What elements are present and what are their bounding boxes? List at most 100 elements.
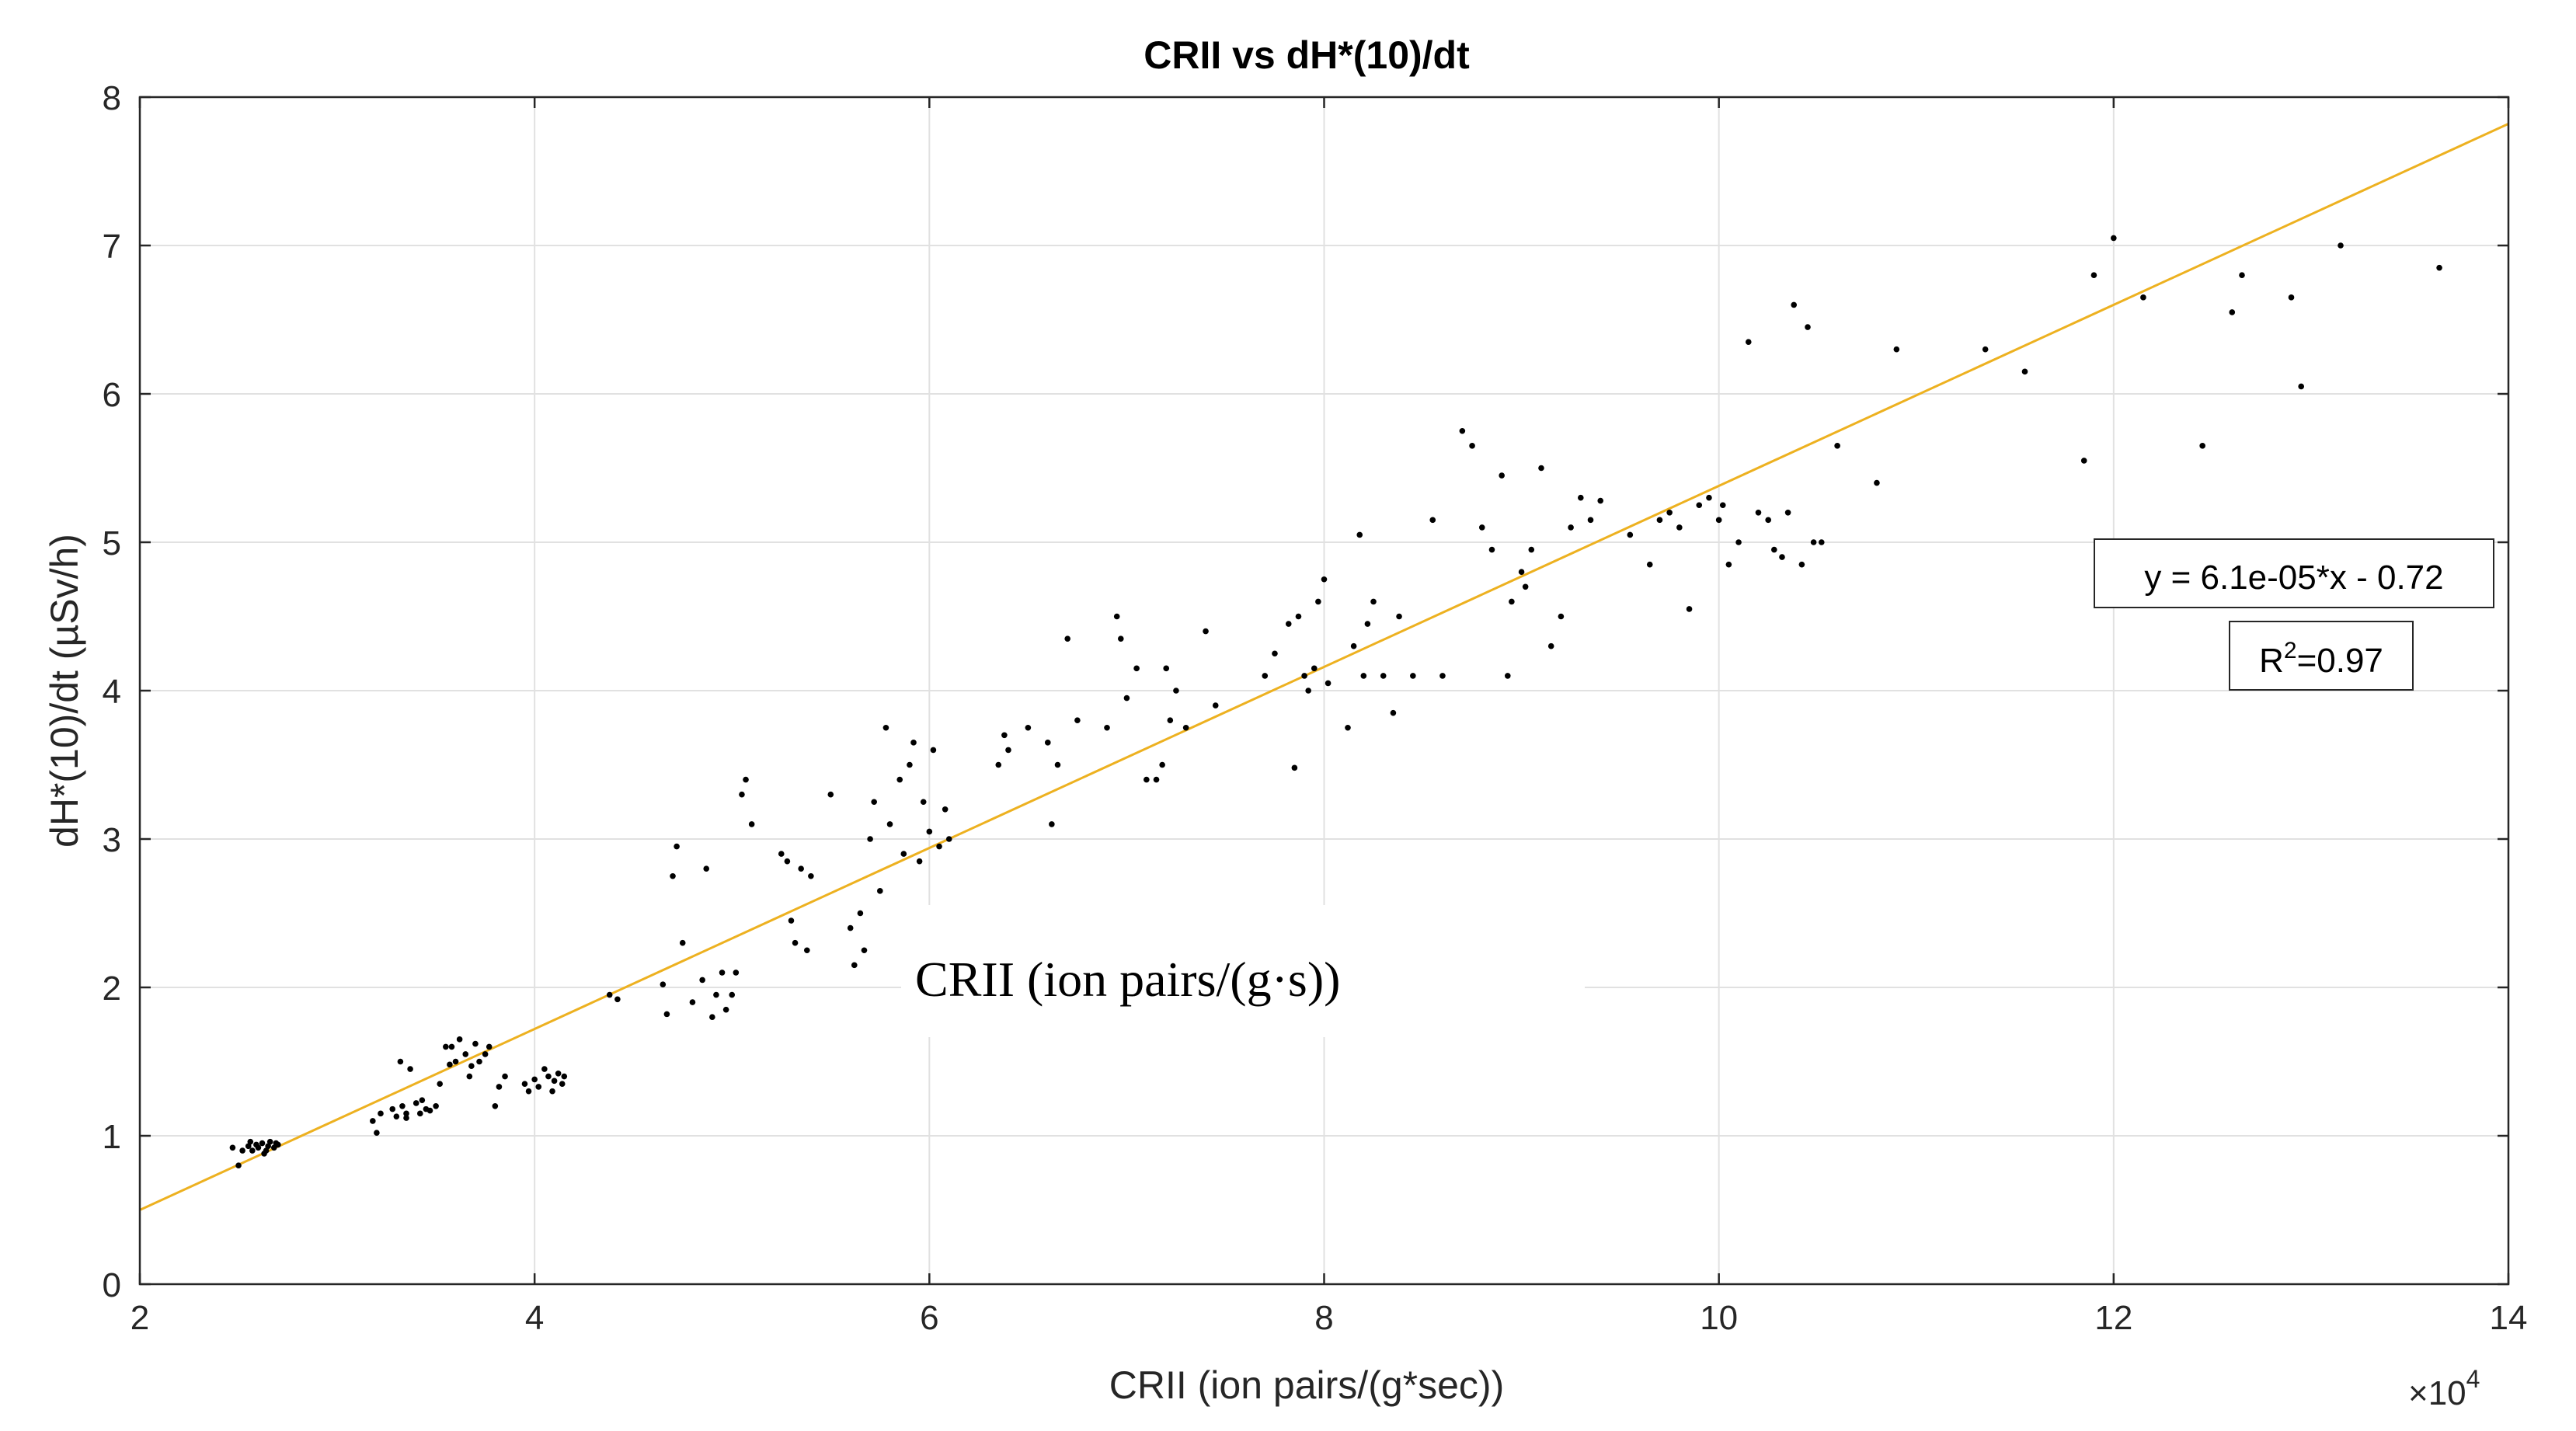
data-point [370, 1118, 376, 1124]
data-point [1044, 740, 1051, 746]
data-point [871, 799, 877, 806]
data-point [239, 1147, 245, 1154]
data-point [456, 1036, 463, 1043]
data-point [1522, 583, 1529, 590]
data-point [679, 939, 686, 946]
fit-line-layer [139, 123, 2509, 1211]
data-point [1305, 688, 1311, 694]
data-point [249, 1147, 256, 1154]
data-point [2021, 368, 2028, 375]
data-point [1719, 502, 1726, 509]
y-tick-label: 0 [103, 1266, 121, 1304]
data-point [1285, 621, 1292, 627]
data-point [1364, 621, 1371, 627]
x-axis-label: CRII (ion pairs/(g*sec)) [1109, 1363, 1504, 1407]
data-point [827, 791, 834, 798]
data-point [1350, 642, 1357, 649]
data-point [739, 791, 745, 798]
data-point [1054, 761, 1061, 768]
data-point [1893, 346, 1900, 353]
data-point [452, 1058, 459, 1065]
data-point [1798, 561, 1805, 568]
y-axis-label: dH*(10)/dt (µSv/h) [43, 534, 86, 848]
data-point [882, 724, 889, 731]
data-point [900, 851, 907, 857]
data-point [407, 1066, 413, 1072]
data-point [1345, 724, 1351, 731]
data-point [1370, 598, 1377, 605]
data-point [748, 821, 755, 827]
data-point [778, 851, 785, 857]
data-point [1578, 494, 1584, 501]
data-point [531, 1076, 538, 1083]
data-point [1765, 517, 1771, 524]
data-point [399, 1103, 406, 1109]
data-point [1810, 539, 1817, 545]
data-point [1834, 443, 1840, 449]
data-point [1203, 628, 1209, 635]
data-point [2436, 264, 2442, 271]
y-tick-label: 3 [103, 821, 121, 859]
data-point [699, 977, 705, 984]
data-point [722, 1006, 729, 1013]
data-point [788, 917, 795, 924]
x-exponent-power: 4 [2466, 1365, 2480, 1393]
data-point [1360, 673, 1367, 679]
data-point [525, 1088, 532, 1095]
data-point [551, 1078, 558, 1085]
data-point [1696, 502, 1703, 509]
data-point [1488, 546, 1495, 553]
data-point [1528, 546, 1535, 553]
data-point [1547, 642, 1554, 649]
data-point [1646, 561, 1653, 568]
data-point [729, 991, 736, 998]
data-point [466, 1073, 473, 1080]
y-tick-label: 2 [103, 970, 121, 1008]
data-point [1049, 821, 1055, 827]
data-point [945, 836, 952, 842]
data-point [1568, 524, 1574, 531]
data-point [1982, 346, 1989, 353]
data-point [419, 1097, 426, 1103]
r2-power: 2 [2284, 638, 2297, 663]
data-point [448, 1043, 455, 1050]
data-point [1518, 569, 1525, 575]
data-point [2111, 235, 2117, 242]
data-point [433, 1103, 439, 1109]
data-point [555, 1070, 562, 1077]
data-point [541, 1066, 548, 1072]
r2-text: R2=0.97 [2259, 638, 2383, 680]
x-tick-label: 4 [525, 1299, 544, 1337]
data-point [1315, 598, 1321, 605]
data-point [521, 1081, 528, 1087]
r2-value: =0.97 [2297, 642, 2383, 680]
data-point [1676, 524, 1683, 531]
data-point [713, 991, 719, 998]
data-point [1784, 510, 1791, 516]
data-point [397, 1058, 404, 1065]
data-point [804, 947, 810, 954]
data-point [1301, 673, 1307, 679]
data-point [1064, 635, 1070, 642]
data-point [709, 1014, 715, 1020]
data-point [1587, 517, 1594, 524]
data-point [472, 1040, 479, 1047]
data-point [733, 970, 740, 976]
x-tick-label: 6 [920, 1299, 938, 1337]
data-point [606, 991, 613, 998]
data-point [1144, 776, 1150, 783]
data-point [1295, 613, 1302, 620]
data-point [393, 1113, 400, 1119]
data-point [245, 1143, 252, 1150]
data-point [1538, 465, 1544, 472]
data-point [920, 799, 927, 806]
data-point [403, 1115, 409, 1121]
data-point [266, 1138, 273, 1145]
data-point [877, 888, 883, 894]
data-point [936, 843, 942, 850]
data-points [229, 235, 2442, 1168]
data-point [1735, 539, 1742, 545]
data-point [1380, 673, 1387, 679]
data-point [2090, 272, 2097, 279]
data-point [426, 1107, 433, 1114]
